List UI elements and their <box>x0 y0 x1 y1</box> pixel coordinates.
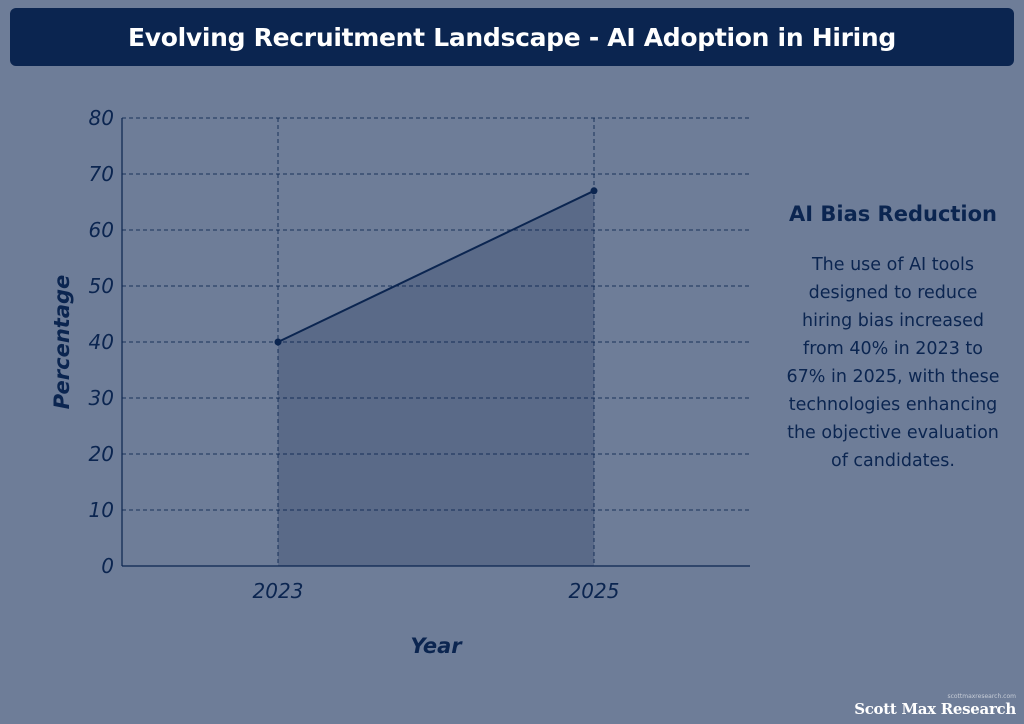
y-tick-label: 80 <box>89 106 114 130</box>
y-tick-label: 30 <box>89 386 114 410</box>
y-tick-label: 40 <box>89 330 114 354</box>
x-tick-label: 2023 <box>253 579 304 603</box>
watermark-brand: Scott Max Research <box>854 700 1016 718</box>
data-point <box>590 187 598 195</box>
data-point <box>274 338 282 346</box>
y-tick-label: 0 <box>101 554 114 578</box>
side-panel-body: The use of AI tools designed to reduce h… <box>786 255 1000 471</box>
watermark: scottmaxresearch.com Scott Max Research <box>854 693 1016 718</box>
series-line <box>277 189 595 343</box>
y-tick-label: 70 <box>89 162 114 186</box>
series-area <box>278 190 594 567</box>
y-axis-title: Percentage <box>50 275 74 410</box>
side-panel: AI Bias Reduction The use of AI tools de… <box>786 200 1000 475</box>
watermark-url: scottmaxresearch.com <box>947 693 1016 700</box>
side-panel-title: AI Bias Reduction <box>788 202 998 226</box>
x-axis-title: Year <box>410 634 463 658</box>
title-bar: Evolving Recruitment Landscape - AI Adop… <box>10 8 1014 66</box>
y-tick-label: 20 <box>89 442 114 466</box>
y-tick-label: 50 <box>89 274 114 298</box>
x-tick-label: 2025 <box>569 579 620 603</box>
y-tick-label: 10 <box>89 498 114 522</box>
page-title: Evolving Recruitment Landscape - AI Adop… <box>127 22 897 52</box>
y-tick-label: 60 <box>89 218 114 242</box>
